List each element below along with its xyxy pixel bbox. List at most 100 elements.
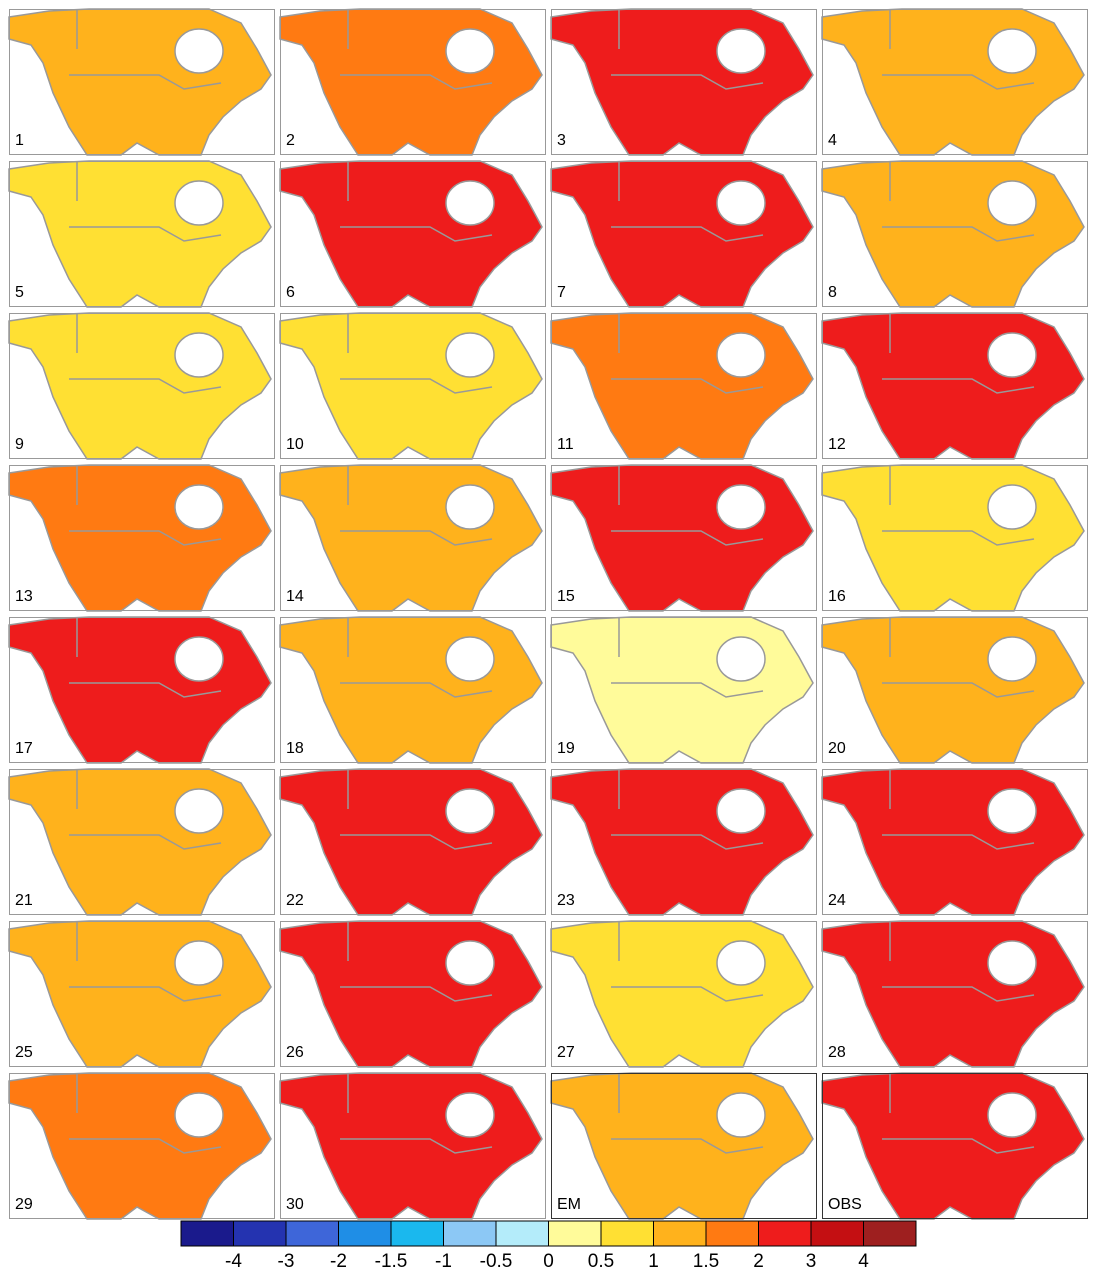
panel-label: 15 [557, 588, 575, 605]
hudson-bay [716, 332, 766, 378]
border-line [882, 530, 1035, 546]
panel-label: 21 [15, 892, 33, 909]
hudson-bay [716, 788, 766, 834]
colorbar-box [285, 1220, 339, 1247]
map-panel: 12 [821, 312, 1088, 460]
panel-label: OBS [828, 1196, 862, 1213]
panel-frame [9, 769, 275, 915]
panel-label: 25 [15, 1044, 33, 1061]
border-line [340, 378, 493, 394]
border-line [611, 834, 764, 850]
colorbar-box [390, 1220, 444, 1247]
panel-label: 9 [15, 436, 24, 453]
hudson-bay [987, 180, 1037, 226]
map-panel: 8 [821, 160, 1088, 308]
border-line [69, 986, 222, 1002]
map-panel: OBS [821, 1072, 1088, 1220]
map-panel: 27 [550, 920, 817, 1068]
border-line [882, 226, 1035, 242]
map-panel: 11 [550, 312, 817, 460]
map-panel: 9 [8, 312, 275, 460]
panel-frame [280, 921, 546, 1067]
panel-label: 7 [557, 284, 566, 301]
border-line [882, 74, 1035, 90]
panel-label: 23 [557, 892, 575, 909]
hudson-bay [445, 484, 495, 530]
border-line [611, 74, 764, 90]
map-panel: 21 [8, 768, 275, 916]
colorbar-box [653, 1220, 707, 1247]
panel-frame [551, 313, 817, 459]
map-panel: 16 [821, 464, 1088, 612]
panel-frame [822, 769, 1088, 915]
colorbar-box [338, 1220, 392, 1247]
panel-label: 6 [286, 284, 295, 301]
panel-frame [822, 161, 1088, 307]
panel-frame [280, 161, 546, 307]
map-panel: 13 [8, 464, 275, 612]
map-panel: 4 [821, 8, 1088, 156]
border-line [69, 74, 222, 90]
panel-label: 10 [286, 436, 304, 453]
hudson-bay [445, 180, 495, 226]
panel-label: EM [557, 1196, 581, 1213]
map-panel: 14 [279, 464, 546, 612]
border-line [882, 378, 1035, 394]
panel-label: 22 [286, 892, 304, 909]
colorbar-box [233, 1220, 287, 1247]
border-line [69, 834, 222, 850]
border-line [611, 226, 764, 242]
panel-label: 26 [286, 1044, 304, 1061]
border-line [882, 834, 1035, 850]
colorbar-tick-label: 0 [543, 1251, 554, 1272]
border-line [340, 682, 493, 698]
hudson-bay [445, 1092, 495, 1138]
panel-frame [822, 9, 1088, 155]
colorbar-tick-label: -0.5 [480, 1251, 513, 1272]
panel-frame [280, 769, 546, 915]
border-line [882, 1138, 1035, 1154]
colorbar-tick-label: -3 [278, 1251, 295, 1272]
map-panel: 17 [8, 616, 275, 764]
map-panel: 3 [550, 8, 817, 156]
panel-label: 28 [828, 1044, 846, 1061]
colorbar-box [443, 1220, 497, 1247]
colorbar-tick-label: -2 [330, 1251, 347, 1272]
panel-frame [822, 617, 1088, 763]
hudson-bay [987, 28, 1037, 74]
panel-frame [9, 313, 275, 459]
panel-frame [551, 769, 817, 915]
colorbar-tick-label: -1.5 [375, 1251, 408, 1272]
panel-label: 4 [828, 132, 837, 149]
map-panel: 22 [279, 768, 546, 916]
map-panel: 23 [550, 768, 817, 916]
colorbar-tick-label: 4 [858, 1251, 869, 1272]
hudson-bay [445, 940, 495, 986]
map-panel: 19 [550, 616, 817, 764]
border-line [611, 682, 764, 698]
colorbar-tick-label: 2 [753, 1251, 764, 1272]
panel-frame [551, 617, 817, 763]
border-line [340, 1138, 493, 1154]
hudson-bay [174, 1092, 224, 1138]
border-line [69, 226, 222, 242]
colorbar-tick-label: 0.5 [588, 1251, 614, 1272]
panel-label: 1 [15, 132, 24, 149]
colorbar-box [863, 1220, 917, 1247]
colorbar-tick-label: -1 [435, 1251, 452, 1272]
hudson-bay [716, 28, 766, 74]
panel-label: 19 [557, 740, 575, 757]
panel-label: 14 [286, 588, 304, 605]
hudson-bay [716, 636, 766, 682]
hudson-bay [445, 636, 495, 682]
panel-label: 13 [15, 588, 33, 605]
hudson-bay [174, 180, 224, 226]
map-panel: 18 [279, 616, 546, 764]
hudson-bay [174, 636, 224, 682]
border-line [69, 530, 222, 546]
hudson-bay [445, 788, 495, 834]
hudson-bay [716, 484, 766, 530]
panel-frame [822, 313, 1088, 459]
panel-label: 5 [15, 284, 24, 301]
